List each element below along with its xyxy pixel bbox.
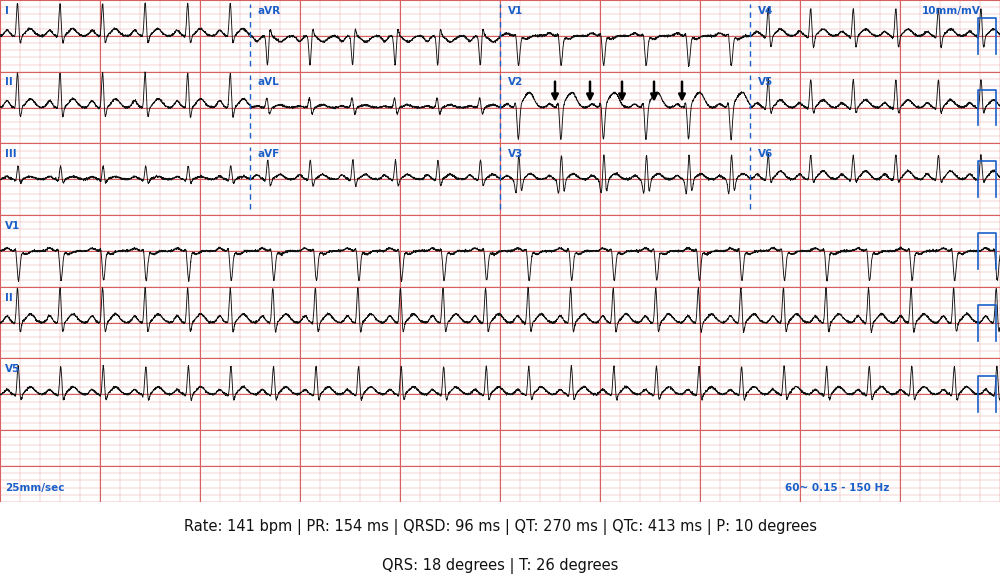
Text: 60~ 0.15 - 150 Hz: 60~ 0.15 - 150 Hz: [785, 483, 889, 492]
Text: III: III: [5, 149, 17, 159]
Text: I: I: [5, 6, 9, 16]
Text: V3: V3: [508, 149, 523, 159]
Text: V5: V5: [5, 364, 20, 375]
Text: V4: V4: [758, 6, 773, 16]
Text: V2: V2: [508, 77, 523, 87]
Text: V1: V1: [5, 221, 20, 231]
Text: Rate: 141 bpm | PR: 154 ms | QRSD: 96 ms | QT: 270 ms | QTc: 413 ms | P: 10 degr: Rate: 141 bpm | PR: 154 ms | QRSD: 96 ms…: [184, 519, 816, 535]
Text: QRS: 18 degrees | T: 26 degrees: QRS: 18 degrees | T: 26 degrees: [382, 558, 618, 573]
Text: aVL: aVL: [258, 77, 280, 87]
Text: 25mm/sec: 25mm/sec: [5, 483, 64, 492]
Text: II: II: [5, 292, 13, 302]
Text: V5: V5: [758, 77, 773, 87]
Text: II: II: [5, 77, 13, 87]
Text: 10mm/mV: 10mm/mV: [922, 6, 981, 16]
Text: aVF: aVF: [258, 149, 280, 159]
Text: V6: V6: [758, 149, 773, 159]
Text: V1: V1: [508, 6, 523, 16]
Text: aVR: aVR: [258, 6, 281, 16]
